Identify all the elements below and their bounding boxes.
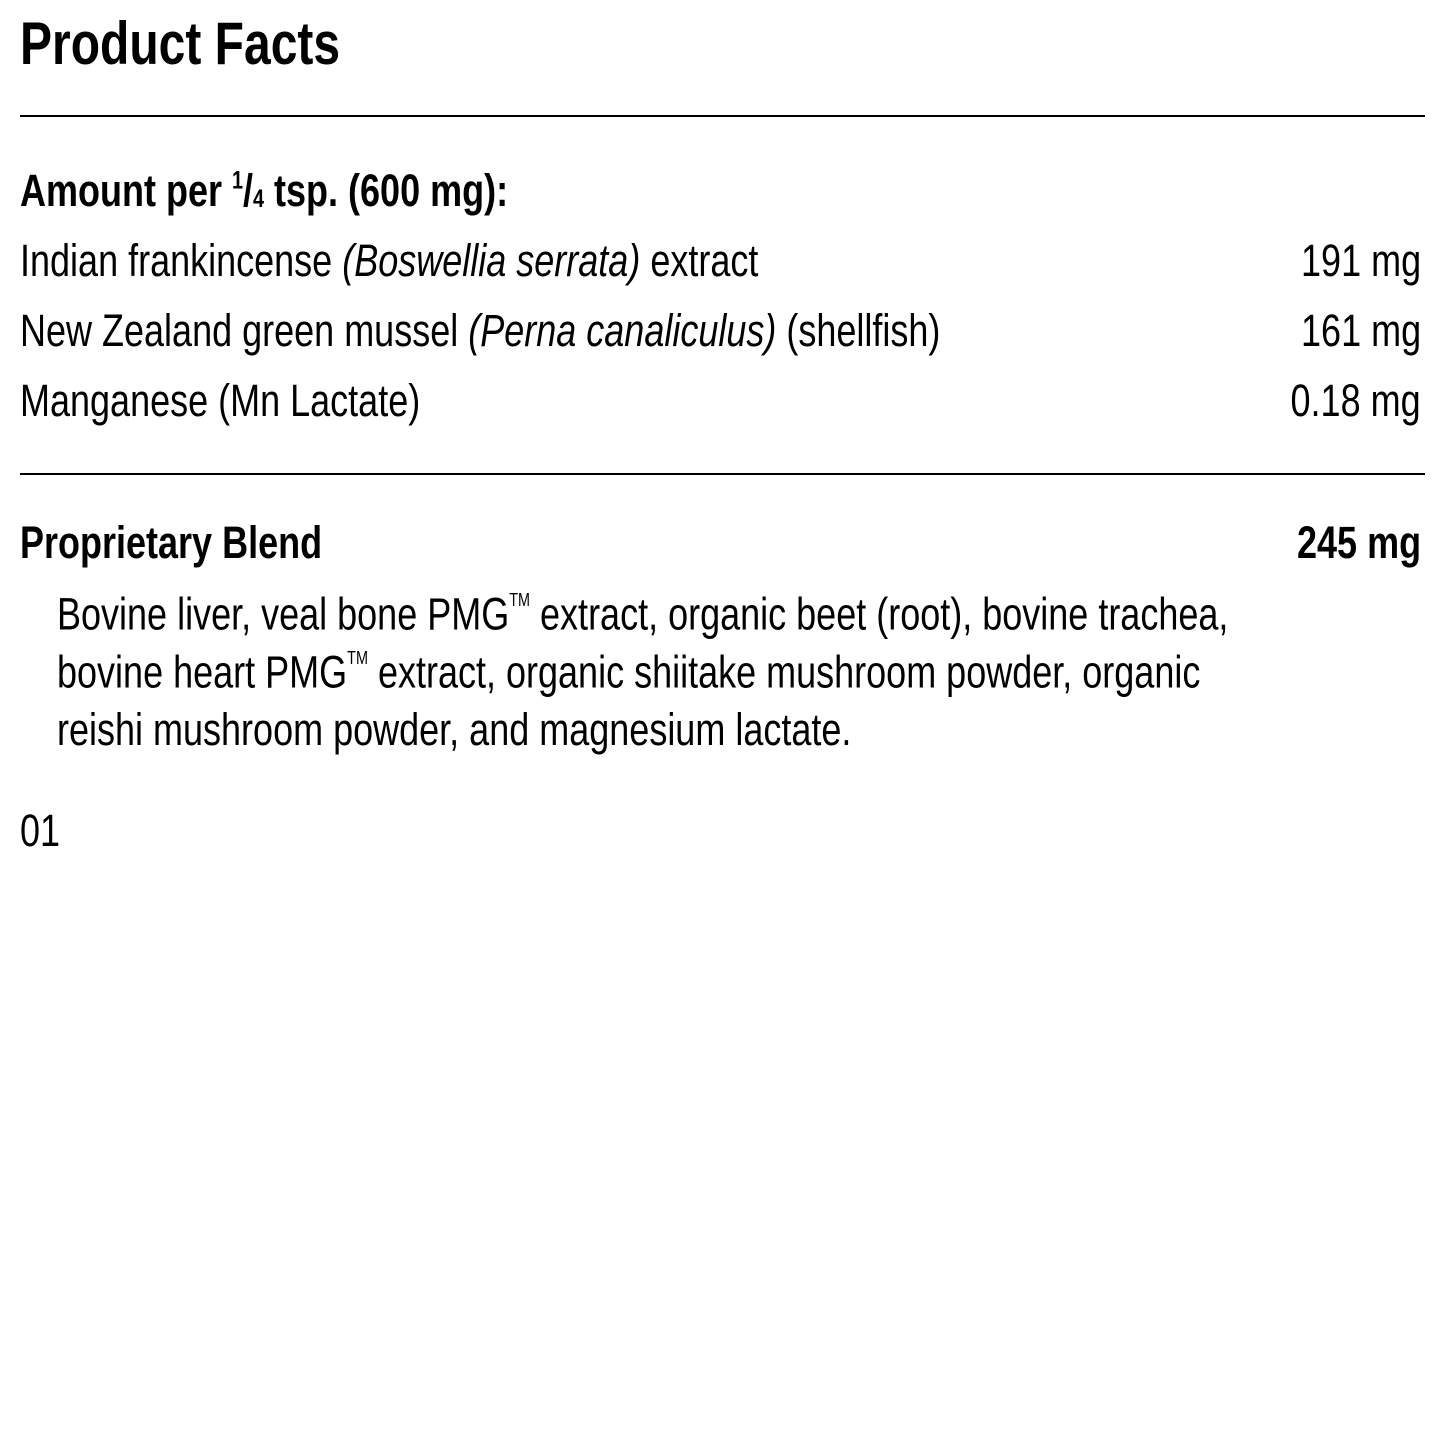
- trademark: TM: [509, 590, 531, 610]
- ingredient-name: Indian frankincense (Boswellia serrata) …: [20, 238, 758, 283]
- serving-size: Amount per 1/4 tsp. (600 mg):: [20, 168, 508, 213]
- trademark: TM: [347, 648, 368, 668]
- divider: [20, 473, 1425, 475]
- name-suffix: extract: [640, 235, 759, 286]
- label-code: 01: [20, 805, 61, 856]
- ingredient-amount: 191 mg: [1300, 235, 1421, 286]
- name-text: Indian frankincense: [20, 235, 343, 286]
- fraction-numerator: 1: [232, 167, 244, 195]
- ingredient-amount: 0.18 mg: [1290, 375, 1421, 426]
- text: extract, organic beet (root), bovine tra…: [530, 588, 1229, 640]
- ingredient-name: New Zealand green mussel (Perna canalicu…: [20, 308, 940, 353]
- blend-amount: 245 mg: [1296, 517, 1421, 568]
- text: extract, organic shiitake mushroom powde…: [367, 646, 1201, 698]
- text: Bovine liver, veal bone PMG: [57, 588, 510, 640]
- page-title: Product Facts: [20, 10, 341, 77]
- blend-description-line: reishi mushroom powder, and magnesium la…: [57, 704, 852, 755]
- serving-prefix: Amount per: [20, 165, 232, 216]
- name-suffix: (shellfish): [776, 305, 941, 356]
- name-text: Manganese (Mn Lactate): [20, 375, 421, 426]
- text: bovine heart PMG: [57, 646, 348, 698]
- ingredient-name: Manganese (Mn Lactate): [20, 378, 420, 423]
- serving-fraction: 1/4: [232, 165, 265, 216]
- blend-label: Proprietary Blend: [20, 517, 323, 568]
- fraction-denominator: 4: [253, 186, 265, 214]
- divider: [20, 115, 1425, 117]
- latin-name: (Perna canaliculus): [468, 305, 777, 356]
- latin-name: (Boswellia serrata): [342, 235, 641, 286]
- blend-description-line: Bovine liver, veal bone PMGTM extract, o…: [57, 591, 1228, 636]
- blend-description-line: bovine heart PMGTM extract, organic shii…: [57, 649, 1200, 694]
- ingredient-amount: 161 mg: [1300, 305, 1421, 356]
- serving-suffix: tsp. (600 mg):: [264, 165, 509, 216]
- name-text: New Zealand green mussel: [20, 305, 469, 356]
